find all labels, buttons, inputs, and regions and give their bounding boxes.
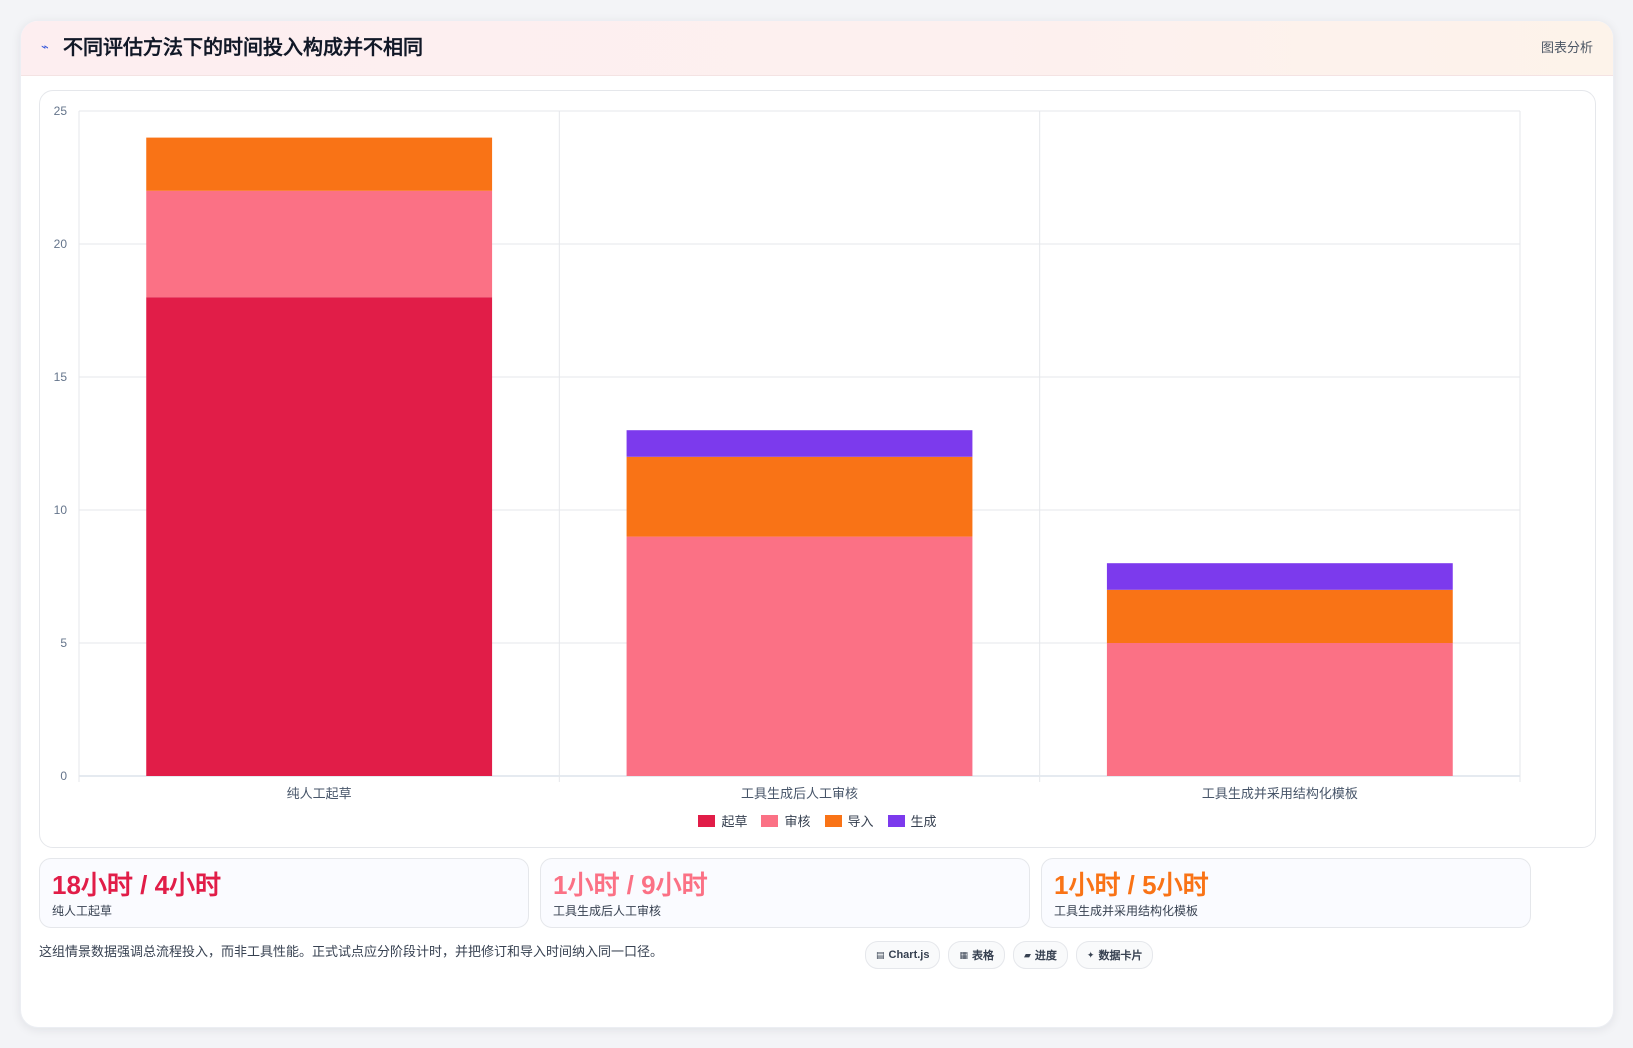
sparkle-icon: ✦ [1086,949,1095,960]
pill-chartjs[interactable]: ▤ Chart.js [865,941,941,969]
pill-label: 数据卡片 [1098,950,1143,962]
chart-card: ⌁ 不同评估方法下的时间投入构成并不相同 图表分析 0 5 10 15 20 25 纯人工起… [20,20,1614,1028]
pill-table[interactable]: ▦ 表格 [948,941,1005,969]
chart-icon: ▤ [876,949,885,960]
chart-title: 不同评估方法下的时间投入构成并不相同 [63,37,423,59]
bar-segment [146,190,493,298]
bar-segment [1106,643,1453,776]
table-icon: ▦ [959,949,968,960]
trend-icon: ⌁ [41,39,49,54]
bar-segment [146,297,493,776]
legend-label: 审核 [784,814,811,829]
stat-value: 18小时 / 4小时 [52,870,222,900]
legend-label: 起草 [721,814,748,829]
stat-label: 工具生成后人工审核 [553,904,662,918]
legend-item[interactable]: 生成 [887,811,937,830]
y-tick-label: 10 [54,503,68,517]
bar-segment [146,137,493,191]
bar-segment [1106,563,1453,590]
chart-tag: 图表分析 [1540,40,1593,55]
y-tick-label: 15 [54,370,68,384]
legend-swatch [887,814,905,827]
bar-segment [626,456,973,537]
x-tick-label: 工具生成并采用结构化模板 [1202,786,1358,801]
pill-label: 进度 [1034,950,1057,962]
y-tick-label: 20 [54,237,68,251]
pill-label: Chart.js [888,949,930,961]
chart-area: 0 5 10 15 20 25 纯人工起草 工具生成后人工审核 工具生成并采用结构化模板 起草 审… [39,90,1596,848]
legend-swatch [761,814,779,827]
stacked-bar-chart: 0 5 10 15 20 25 纯人工起草 工具生成后人工审核 工具生成并采用结构化模板 [54,104,1521,801]
legend-item[interactable]: 审核 [761,811,811,830]
legend-label: 导入 [847,814,874,829]
stat-value: 1小时 / 9小时 [553,870,708,900]
stat-value: 1小时 / 5小时 [1054,870,1209,900]
progress-icon: ▰ [1024,949,1031,960]
bar-segment [626,430,973,457]
stat-label: 纯人工起草 [52,904,113,918]
pill-progress[interactable]: ▰ 进度 [1013,941,1068,969]
stat-card-tool-review: 1小时 / 9小时 工具生成后人工审核 [540,858,1030,928]
feature-pills: ▤ Chart.js ▦ 表格 ▰ 进度 ✦ 数据卡片 [865,941,1154,969]
y-tick-label: 25 [54,104,68,118]
legend-item[interactable]: 起草 [698,811,747,830]
legend-swatch [698,814,716,827]
card-header: ⌁ 不同评估方法下的时间投入构成并不相同 图表分析 [21,21,1613,76]
stat-card-manual: 18小时 / 4小时 纯人工起草 [39,858,529,928]
stat-card-tool-template: 1小时 / 5小时 工具生成并采用结构化模板 [1041,858,1531,928]
y-tick-label: 0 [60,769,67,783]
y-tick-label: 5 [60,636,67,650]
pill-data-card[interactable]: ✦ 数据卡片 [1075,941,1154,969]
legend-item[interactable]: 导入 [824,811,874,830]
legend-swatch [824,814,842,827]
bar-segment [626,536,973,776]
pill-label: 表格 [972,950,994,962]
footnote: 这组情景数据强调总流程投入，而非工具性能。正式试点应分阶段计时，并把修订和导入时… [39,944,664,959]
x-tick-label: 纯人工起草 [287,786,352,801]
bar-segment [1106,589,1453,643]
legend-label: 生成 [910,814,937,829]
x-tick-label: 工具生成后人工审核 [741,786,858,801]
stat-label: 工具生成并采用结构化模板 [1054,904,1199,918]
chart-legend: 起草 审核 导入 生成 [40,811,1595,830]
